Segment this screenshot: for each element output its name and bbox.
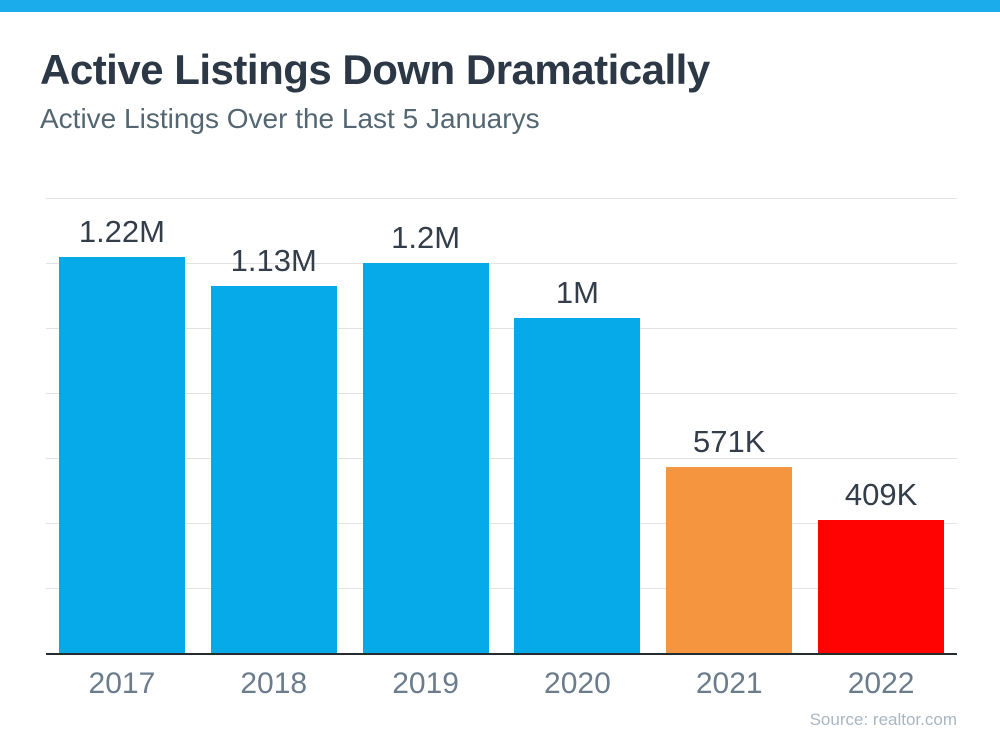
bar-value-label-2022: 409K	[844, 477, 918, 513]
chart-title: Active Listings Down Dramatically	[40, 46, 710, 93]
gridline-200k	[46, 588, 957, 589]
bar-2018	[210, 285, 337, 653]
gridline-600k	[46, 458, 957, 459]
bar-2017	[58, 256, 185, 653]
x-axis-label-2017: 2017	[88, 667, 156, 700]
chart-subtitle: Active Listings Over the Last 5 Januarys	[40, 103, 540, 134]
gridline-1400k	[46, 198, 957, 199]
bar-value-label-2017: 1.22M	[78, 213, 165, 249]
x-axis-label-2022: 2022	[847, 667, 915, 700]
x-axis-label-2020: 2020	[544, 667, 611, 700]
x-axis-label-2021: 2021	[695, 667, 763, 700]
gridline-1200k	[46, 263, 957, 264]
plot-area: 1.22M 2017 1.13M 2018 1.2M 2019 1M 2020 571K 2021…	[46, 198, 957, 699]
accent-strip	[0, 0, 1000, 12]
bar-2019	[362, 263, 489, 653]
source-attribution: Source: realtor.com	[809, 710, 957, 729]
bar-2021	[666, 467, 793, 653]
x-axis-label-2018: 2018	[240, 667, 308, 700]
gridline-400k	[46, 523, 957, 524]
x-axis-label-2019: 2019	[392, 667, 459, 700]
bar-value-label-2018: 1.13M	[230, 242, 317, 278]
bar-value-label-2020: 1M	[555, 275, 599, 311]
bar-value-label-2019: 1.2M	[391, 220, 461, 255]
bar-2020	[514, 318, 641, 653]
bar-value-label-2021: 571K	[693, 424, 766, 460]
bar-2022	[818, 520, 945, 653]
gridline-800k	[46, 393, 957, 394]
gridline-1000k	[46, 328, 957, 329]
